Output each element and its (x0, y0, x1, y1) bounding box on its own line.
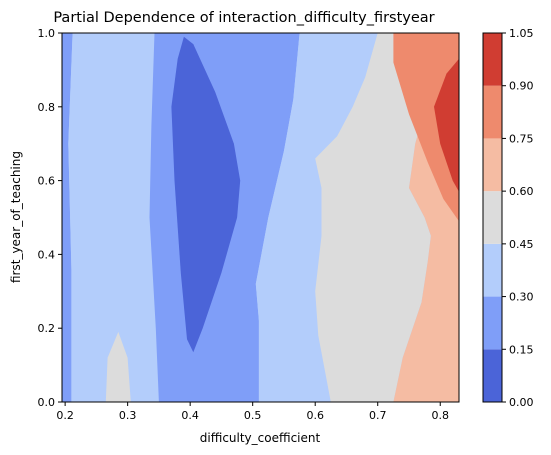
colorbar-tick-label: 0.75 (509, 132, 534, 145)
colorbar-frame (482, 32, 503, 403)
colorbar-tick-label: 1.05 (509, 27, 534, 40)
chart-title: Partial Dependence of interaction_diffic… (53, 10, 434, 26)
colorbar-band (483, 33, 502, 86)
x-tick-label: 0.2 (56, 409, 74, 422)
contour-region-0 (62, 33, 73, 402)
y-tick-label: 1.0 (38, 27, 56, 40)
y-axis: 0.0 0.2 0.4 0.6 0.8 1.0 (38, 27, 62, 409)
x-tick-label: 0.8 (431, 409, 449, 422)
contour-region-4 (171, 36, 241, 353)
contour-region-8 (393, 33, 459, 222)
contour-region-1 (68, 33, 159, 402)
x-tick-label: 0.7 (369, 409, 387, 422)
colorbar-tick-label: 0.15 (509, 343, 534, 356)
plot-area (62, 33, 459, 402)
y-tick-label: 0.4 (38, 248, 56, 261)
colorbar-band (483, 349, 502, 402)
y-tick-label: 0.6 (38, 175, 56, 188)
colorbar-band (483, 243, 502, 297)
contour-region-2 (105, 331, 131, 402)
colorbar-tick-label: 0.60 (509, 185, 534, 198)
y-tick-label: 0.2 (38, 322, 56, 335)
colorbar-tick-label: 0.45 (509, 238, 534, 251)
contour-region-5 (255, 33, 378, 402)
x-axis-label: difficulty_coefficient (200, 431, 321, 445)
x-axis: 0.2 0.3 0.4 0.5 0.6 0.7 0.8 (56, 402, 449, 422)
contour-region-10 (447, 383, 459, 402)
y-tick-label: 0.0 (38, 396, 56, 409)
plot-frame (61, 32, 460, 403)
colorbar-band (483, 85, 502, 139)
x-tick-label: 0.3 (119, 409, 137, 422)
contour-region-6 (315, 33, 444, 402)
x-tick-label: 0.5 (244, 409, 262, 422)
colorbar-tick-label: 0.00 (509, 396, 534, 409)
x-tick-label: 0.6 (306, 409, 324, 422)
colorbar: 0.00 0.15 0.30 0.45 0.60 0.75 0.90 1.05 (482, 27, 534, 409)
colorbar-band (483, 296, 502, 350)
colorbar-band (483, 191, 502, 244)
y-axis-label: first_year_of_teaching (9, 151, 23, 283)
x-tick-label: 0.4 (181, 409, 199, 422)
contour-region-9 (434, 58, 459, 192)
y-tick-label: 0.8 (38, 101, 56, 114)
colorbar-tick-label: 0.30 (509, 291, 534, 304)
colorbar-band (483, 138, 502, 192)
colorbar-tick-label: 0.90 (509, 80, 534, 93)
